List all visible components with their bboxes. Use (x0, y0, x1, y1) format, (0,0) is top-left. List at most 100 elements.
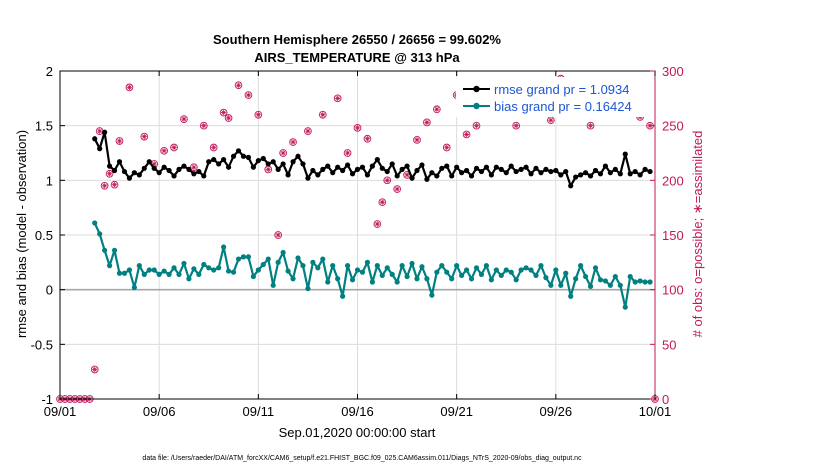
rmse-point (384, 168, 390, 175)
obs-assimilated-point (221, 109, 227, 116)
rmse-point (528, 171, 534, 177)
bias-point (558, 282, 564, 288)
obs-assimilated-point (424, 119, 430, 125)
obs-possible-point (512, 121, 521, 130)
y-axis-ticks: -1 -0.5 0 0.5 1 1.5 2 (31, 64, 65, 407)
rmse-point (463, 167, 470, 174)
x-tick-label: 09/01 (44, 404, 77, 419)
rmse-point (116, 159, 123, 165)
obs-assimilated-point (444, 144, 450, 151)
obs-possible-point (413, 136, 421, 144)
obs-possible-point (140, 132, 149, 141)
rmse-point (379, 165, 385, 171)
y-right-tick-label: 50 (662, 337, 676, 352)
obs-possible-point (254, 110, 263, 119)
rmse-point (473, 165, 480, 171)
bias-point (473, 265, 480, 271)
obs-assimilated-point (161, 148, 167, 154)
obs-possible-point (279, 149, 287, 157)
rmse-point (285, 172, 291, 178)
obs-possible-point (160, 146, 168, 155)
rmse-point (409, 175, 415, 181)
y-tick-label: -1 (41, 392, 53, 407)
bias-point (156, 271, 162, 277)
bias-point (330, 263, 336, 269)
bias-point (379, 272, 385, 279)
bias-point (359, 269, 366, 275)
bias-point (568, 293, 574, 299)
bias-point (434, 269, 440, 275)
obs-possible-point (234, 81, 243, 90)
bias-point (92, 220, 98, 226)
bias-point (429, 292, 435, 298)
bias-point (290, 276, 296, 282)
bias-point (265, 256, 271, 262)
bias-point (161, 268, 167, 274)
bias-point (106, 263, 113, 269)
rmse-point (424, 176, 430, 182)
rmse-point (201, 173, 207, 179)
bias-point (349, 277, 356, 283)
obs-assimilated-point (235, 82, 242, 88)
rmse-point (434, 173, 440, 179)
legend-rmse-label: rmse grand pr = 1.0934 (494, 82, 630, 97)
rmse-point (459, 170, 465, 176)
rmse-point (102, 129, 108, 135)
rmse-point (429, 170, 435, 176)
bias-point (181, 260, 187, 267)
obs-assimilated-point (151, 161, 157, 167)
rmse-point (622, 151, 628, 157)
bias-point (230, 269, 237, 275)
bias-point (404, 273, 410, 280)
obs-possible-point (209, 143, 218, 152)
bias-point (136, 263, 142, 269)
bias-point (513, 277, 519, 283)
rmse-point (394, 173, 400, 179)
bias-point (503, 267, 509, 273)
rmse-point (97, 146, 103, 152)
bias-point (399, 263, 405, 269)
rmse-point (141, 165, 147, 171)
y-tick-label: 1.5 (35, 119, 53, 134)
chart-title: Southern Hemisphere 26550 / 26656 = 99.6… (213, 32, 501, 47)
obs-assimilated-point (587, 123, 594, 129)
obs-assimilated-point (275, 232, 281, 238)
bias-point (102, 247, 108, 253)
bias-point (166, 271, 172, 277)
rmse-point (146, 159, 152, 165)
rmse-point (617, 171, 623, 177)
obs-possible-point (304, 127, 312, 135)
bias-point (186, 276, 192, 282)
bias-point (394, 279, 400, 285)
bias-point (637, 278, 643, 284)
rmse-point (647, 168, 653, 175)
x-axis-ticks: 09/01 09/06 09/11 09/16 09/21 09/26 10/01 (44, 71, 671, 419)
obs-assimilated-point (305, 128, 311, 134)
rmse-point (265, 161, 271, 167)
bias-point (389, 271, 395, 277)
rmse-point (548, 168, 554, 175)
rmse-point (518, 166, 524, 172)
bias-point (582, 273, 589, 280)
bias-point (116, 270, 123, 276)
bias-point (409, 260, 415, 267)
bias-point (151, 267, 157, 273)
x-tick-label: 09/21 (440, 404, 473, 419)
bias-point (533, 272, 539, 279)
obs-possible-point (224, 114, 233, 122)
obs-possible-point (586, 121, 595, 130)
x-tick-label: 09/11 (243, 404, 275, 419)
rmse-point (414, 167, 420, 174)
rmse-point (404, 163, 410, 169)
rmse-point (300, 161, 306, 167)
rmse-point (111, 167, 118, 174)
rmse-point (597, 171, 604, 177)
rmse-point (483, 164, 490, 170)
obs-assimilated-point (320, 112, 326, 118)
rmse-point (349, 171, 356, 177)
obs-assimilated-point (374, 221, 380, 227)
bias-point (642, 279, 648, 285)
obs-assimilated-point (290, 139, 296, 145)
bias-point (602, 278, 609, 284)
